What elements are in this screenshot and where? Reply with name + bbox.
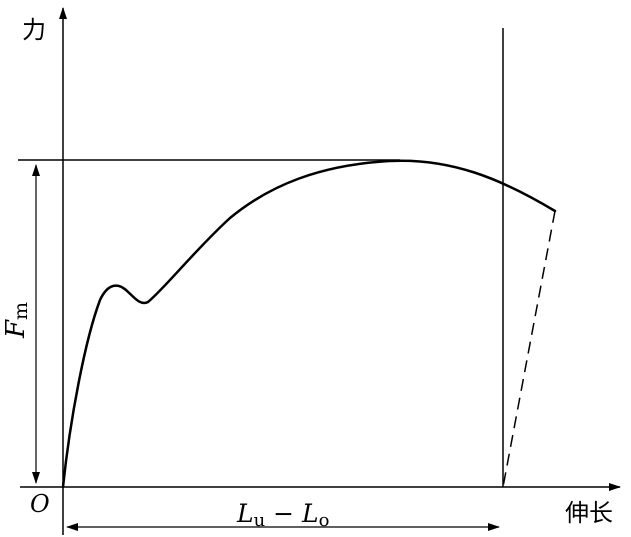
max-force-label: Fm [1,302,32,339]
unloading-dashed-line [502,210,556,488]
origin-label: O [30,490,50,518]
x-axis-label: 伸长 [565,499,613,527]
y-axis-label: 力 [22,16,46,44]
force-extension-curve [61,159,557,489]
extension-label: Lu − Lo [236,499,330,531]
